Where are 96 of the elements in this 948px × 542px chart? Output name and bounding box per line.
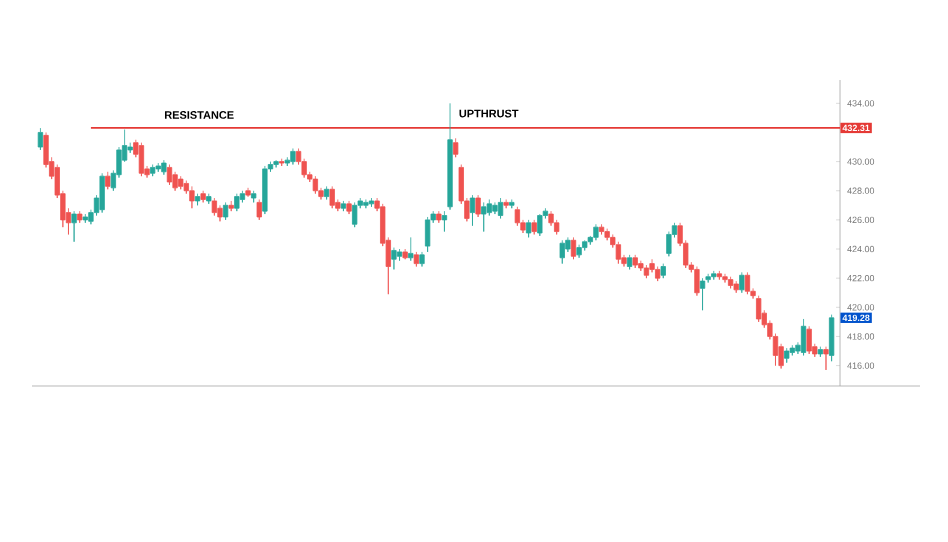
candlestick [234, 193, 240, 212]
candlestick [514, 206, 521, 227]
candlestick [402, 248, 408, 260]
candlestick [660, 263, 666, 279]
candlestick [396, 248, 403, 262]
candlestick [559, 239, 565, 264]
candlestick [497, 197, 504, 219]
candlestick [441, 210, 448, 232]
candlestick [340, 200, 347, 212]
candlestick [329, 185, 335, 209]
candlestick [666, 231, 672, 257]
candlestick [722, 273, 728, 283]
candlestick [638, 260, 644, 272]
candlestick [172, 171, 178, 192]
candlestick [481, 202, 487, 232]
candlestick [817, 346, 824, 358]
candlestick [200, 190, 206, 203]
candlestick [284, 156, 290, 167]
candlestick [363, 199, 369, 209]
candlestick [323, 185, 330, 200]
candlestick [99, 172, 105, 213]
candlestick [582, 239, 588, 251]
candlestick [475, 194, 481, 218]
candlestick [649, 258, 655, 273]
candlestick [150, 164, 156, 177]
candlestick [626, 254, 633, 270]
candlestick [391, 247, 397, 270]
candlestick [346, 200, 352, 215]
candlestick [245, 187, 251, 197]
candlestick [290, 148, 296, 165]
candlestick [82, 213, 88, 224]
candlestick [570, 236, 577, 260]
candlestick [217, 204, 223, 222]
candlestick [739, 271, 745, 294]
candlestick [138, 142, 145, 177]
candlestick [806, 325, 812, 355]
candlestick [273, 159, 279, 168]
candlestick [352, 202, 358, 228]
candlestick [166, 164, 173, 186]
candlestick [756, 295, 762, 323]
candlestick [424, 216, 431, 253]
candlestick [408, 236, 414, 262]
candlestick [503, 199, 509, 209]
candlestick [469, 194, 476, 227]
candlestick [576, 244, 582, 259]
candlestick [161, 159, 167, 176]
candlestick [256, 199, 262, 221]
candlestick [492, 202, 498, 215]
candlestick [632, 254, 638, 269]
candlestick [251, 190, 257, 203]
candlestick [211, 197, 218, 216]
candlestick [548, 210, 554, 227]
candlestick [262, 165, 268, 215]
candlestick [509, 199, 515, 209]
candlestick [222, 202, 229, 221]
candlestick [194, 193, 201, 206]
candlestick [413, 251, 420, 267]
candlestick [823, 346, 829, 371]
candlestick [77, 210, 83, 224]
candlestick [189, 185, 195, 209]
candlestick [784, 347, 790, 364]
candlestick [71, 210, 77, 243]
candlestick [368, 197, 375, 208]
candlestick [615, 241, 622, 264]
candlestick [155, 162, 161, 173]
candlestick [716, 270, 723, 281]
candlestick [178, 175, 184, 190]
candlestick [598, 223, 605, 235]
candlestick [206, 193, 212, 205]
candlestick [239, 190, 246, 203]
candlestick [453, 137, 459, 158]
candlestick [800, 318, 807, 356]
candlestick [436, 210, 442, 224]
candlestick [312, 175, 319, 195]
candlestick [711, 270, 717, 281]
candlestick [789, 344, 795, 356]
candlestick [228, 200, 234, 212]
candlestick [419, 251, 425, 267]
candlestick [744, 271, 751, 295]
candlestick [733, 280, 739, 294]
candlestick [525, 219, 532, 238]
candlestick [828, 314, 835, 362]
candlestick [554, 219, 560, 235]
candlestick [727, 276, 734, 289]
candlestick [537, 213, 543, 237]
candlestick [105, 171, 111, 190]
candlestick [655, 266, 661, 282]
candlestick [37, 127, 44, 151]
candlestick [593, 223, 599, 241]
candlestick [643, 264, 650, 279]
candlestick [694, 266, 700, 297]
candlestick [279, 158, 285, 167]
candlestick [699, 277, 706, 311]
candlestick [604, 228, 610, 241]
candlestick [447, 102, 453, 211]
candlestick [531, 219, 537, 235]
